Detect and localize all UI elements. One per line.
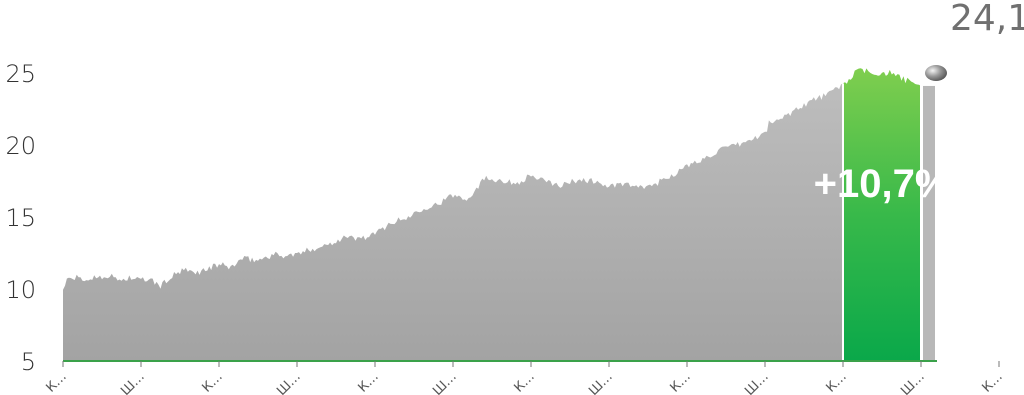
series-area-highlight: [843, 68, 921, 361]
last-value-marker: [925, 65, 947, 81]
x-tick-label: Ш…: [274, 369, 304, 395]
last-value-label: 24,1: [950, 0, 1024, 39]
x-tick-label: К…: [511, 369, 537, 395]
x-tick-label: Ш…: [742, 369, 772, 395]
x-tick-label: Ш…: [898, 369, 928, 395]
last-value-bar: [923, 85, 935, 362]
x-tick-label: К…: [667, 369, 693, 395]
y-tick-label: 25: [5, 60, 36, 88]
y-tick-label: 10: [5, 276, 36, 304]
x-tick-label: К…: [979, 369, 1005, 395]
x-tick-label: Ш…: [586, 369, 616, 395]
y-axis: 5 10 15 20 25: [5, 60, 36, 376]
x-tick-label: К…: [823, 369, 849, 395]
y-tick-label: 5: [21, 348, 36, 376]
series-area-history: [63, 83, 843, 362]
x-axis: К… Ш… К… Ш… К… Ш… К… Ш… К… Ш… К… Ш… К…: [43, 360, 1006, 395]
chart-overlays: +10,7% 24,1: [814, 0, 1024, 206]
x-tick-label: Ш…: [118, 369, 148, 395]
series-areas: [63, 68, 935, 362]
period-change-label: +10,7%: [814, 162, 951, 206]
y-tick-label: 20: [5, 132, 36, 160]
y-tick-label: 15: [5, 204, 36, 232]
x-tick-label: К…: [43, 369, 69, 395]
x-tick-label: К…: [355, 369, 381, 395]
x-tick-label: Ш…: [430, 369, 460, 395]
x-tick-label: К…: [199, 369, 225, 395]
